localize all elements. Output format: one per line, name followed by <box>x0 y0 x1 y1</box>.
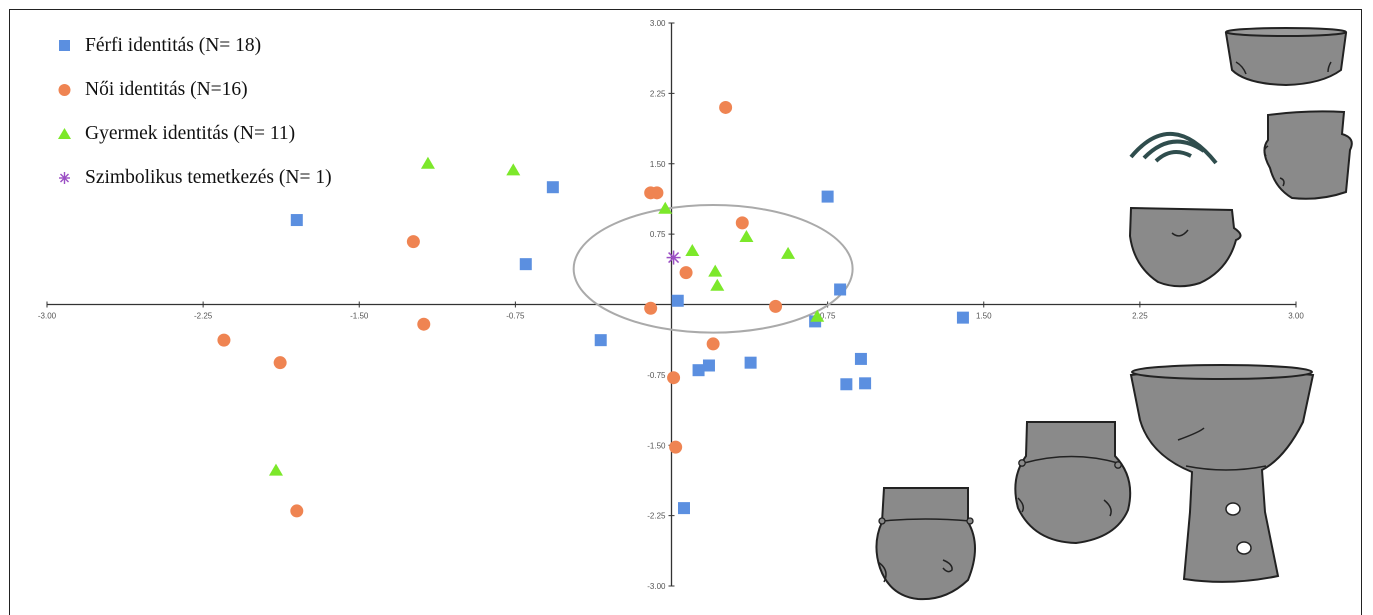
legend-item-gyermek: Gyermek identitás (N= 11) <box>58 112 332 156</box>
y-tick-label: 2.25 <box>650 89 666 98</box>
circle-point <box>719 100 733 114</box>
legend-item-ferfi: Férfi identitás (N= 18) <box>58 24 332 68</box>
square-point <box>840 378 853 391</box>
highlight-ellipse <box>572 204 854 334</box>
legend-item-szimbolikus: Szimbolikus temetkezés (N= 1) <box>58 156 332 200</box>
triangle-point <box>710 278 725 291</box>
x-tick-label: 1.50 <box>976 312 992 321</box>
asterisk-marker-icon <box>58 171 85 185</box>
x-tick-label: -2.25 <box>194 312 213 321</box>
circle-point <box>290 504 304 518</box>
knobbed-jar-drawing <box>1014 421 1132 545</box>
circle-point <box>735 216 749 230</box>
triangle-marker-icon <box>58 127 85 141</box>
legend-label: Férfi identitás (N= 18) <box>85 35 262 56</box>
square-point <box>692 364 705 377</box>
square-point <box>671 294 684 307</box>
circle-point <box>273 356 287 370</box>
triangle-point <box>781 246 796 259</box>
y-tick-label: -1.50 <box>647 441 666 450</box>
triangle-point <box>506 163 521 176</box>
circle-marker-icon <box>58 83 85 97</box>
y-tick-label: 0.75 <box>650 230 666 239</box>
circle-point <box>679 266 693 280</box>
triangle-point <box>739 229 754 242</box>
legend-item-noi: Női identitás (N=16) <box>58 68 332 112</box>
square-point <box>859 377 872 390</box>
circle-point <box>406 235 420 249</box>
y-tick-label: -3.00 <box>647 582 666 591</box>
legend: Férfi identitás (N= 18) Női identitás (N… <box>58 24 332 200</box>
y-tick-label: 3.00 <box>650 19 666 28</box>
y-tick-label: -2.25 <box>647 512 666 521</box>
square-point <box>290 214 303 227</box>
small-bowl-drawing <box>1224 27 1348 87</box>
circle-point <box>644 301 658 315</box>
pedestal-bowl-drawing <box>1129 364 1315 583</box>
triangle-point <box>658 201 673 214</box>
x-tick-label: 0.75 <box>820 312 836 321</box>
circle-point <box>650 186 664 200</box>
star-point <box>666 250 681 265</box>
circle-point <box>669 440 683 454</box>
legend-label: Gyermek identitás (N= 11) <box>85 123 296 144</box>
triangle-point <box>420 156 435 169</box>
x-tick-label: -1.50 <box>350 312 369 321</box>
small-pot-drawing <box>875 487 976 601</box>
square-marker-icon <box>58 39 85 53</box>
legend-label: Női identitás (N=16) <box>85 79 248 100</box>
triangle-point <box>268 463 283 476</box>
triangle-point <box>810 309 825 322</box>
square-point <box>594 334 607 347</box>
circle-point <box>667 371 681 385</box>
triangle-point <box>708 264 723 277</box>
x-tick-label: -0.75 <box>506 312 525 321</box>
square-point <box>956 311 969 324</box>
square-point <box>546 181 559 194</box>
square-point <box>677 502 690 515</box>
legend-label: Szimbolikus temetkezés (N= 1) <box>85 167 332 188</box>
y-tick-label: 1.50 <box>650 160 666 169</box>
square-point <box>744 356 757 369</box>
square-point <box>821 190 834 203</box>
highlight-ellipse-layer <box>572 204 854 334</box>
y-tick-label: -0.75 <box>647 371 666 380</box>
circle-point <box>706 337 720 351</box>
square-point <box>834 283 847 296</box>
round-bowl-drawing <box>1128 206 1242 288</box>
x-tick-label: 2.25 <box>1132 312 1148 321</box>
square-point <box>519 258 532 271</box>
axes: -3.00 -2.25 -1.50 -0.75 0.75 1.50 2.25 3.00 3.00… <box>38 19 1304 591</box>
handled-pot-drawing <box>1263 110 1353 200</box>
x-tick-label: -3.00 <box>38 312 57 321</box>
x-tick-label: 3.00 <box>1288 312 1304 321</box>
data-points <box>217 100 969 518</box>
square-point <box>702 359 715 372</box>
triangle-point <box>685 244 700 257</box>
circle-point <box>417 317 431 331</box>
figure-frame <box>9 9 1362 615</box>
circle-point <box>217 333 231 347</box>
square-point <box>854 352 867 365</box>
circle-point <box>769 299 783 313</box>
bronze-arc-ornament-drawing <box>1129 131 1218 165</box>
